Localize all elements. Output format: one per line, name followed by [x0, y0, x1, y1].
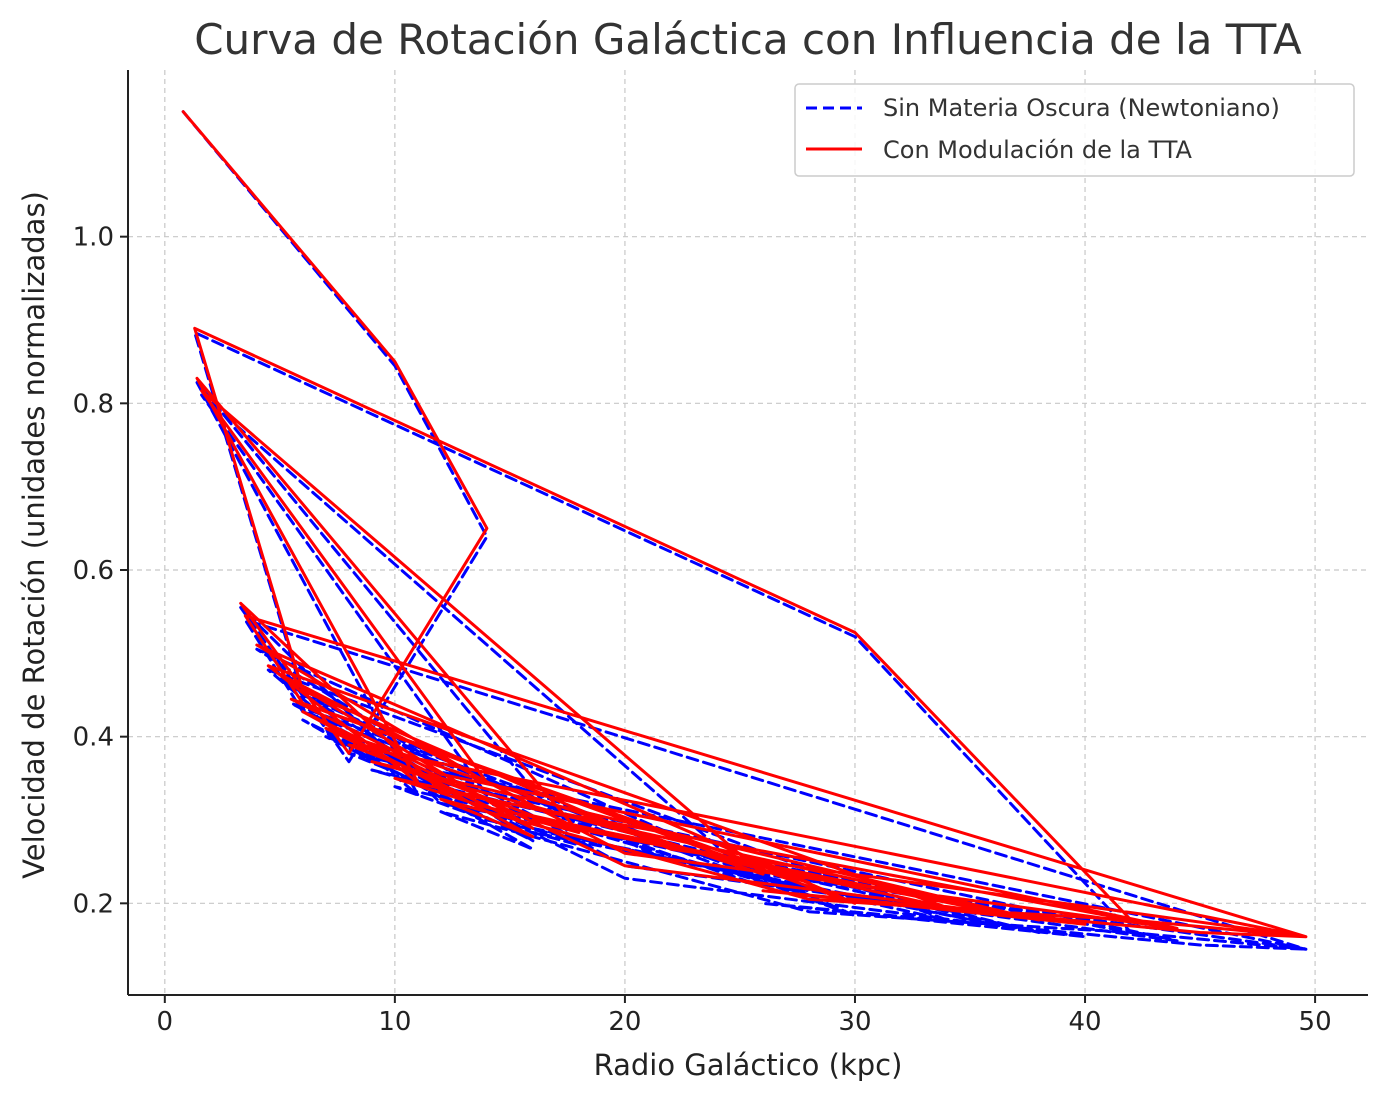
y-tick-label: 0.2 — [73, 889, 114, 919]
y-tick-label: 0.8 — [73, 389, 114, 419]
ticks: 0 10 20 30 40 50 0.2 0.4 0.6 0.8 1.0 — [73, 223, 1332, 1037]
legend-label-tta: Con Modulación de la TTA — [883, 136, 1193, 164]
x-tick-label: 10 — [378, 1007, 411, 1037]
x-tick-label: 20 — [608, 1007, 641, 1037]
chart-title: Curva de Rotación Galáctica con Influenc… — [194, 15, 1302, 64]
axes — [127, 70, 1368, 996]
legend-label-newtoniano: Sin Materia Oscura (Newtoniano) — [883, 94, 1280, 122]
x-tick-label: 40 — [1068, 1007, 1101, 1037]
y-axis-label: Velocidad de Rotación (unidades normaliz… — [17, 191, 51, 879]
x-tick-label: 0 — [157, 1007, 174, 1037]
series-line-tta — [181, 110, 1308, 939]
legend: Sin Materia Oscura (Newtoniano) Con Modu… — [794, 83, 1355, 177]
y-tick-label: 0.6 — [73, 556, 114, 586]
y-tick-label: 0.4 — [73, 723, 114, 753]
x-axis-label: Radio Galáctico (kpc) — [594, 1048, 903, 1082]
grid — [128, 70, 1368, 995]
legend-box — [794, 83, 1355, 177]
x-tick-label: 30 — [838, 1007, 871, 1037]
series-layer — [181, 110, 1308, 951]
y-tick-label: 1.0 — [73, 223, 114, 253]
x-tick-label: 50 — [1299, 1007, 1332, 1037]
